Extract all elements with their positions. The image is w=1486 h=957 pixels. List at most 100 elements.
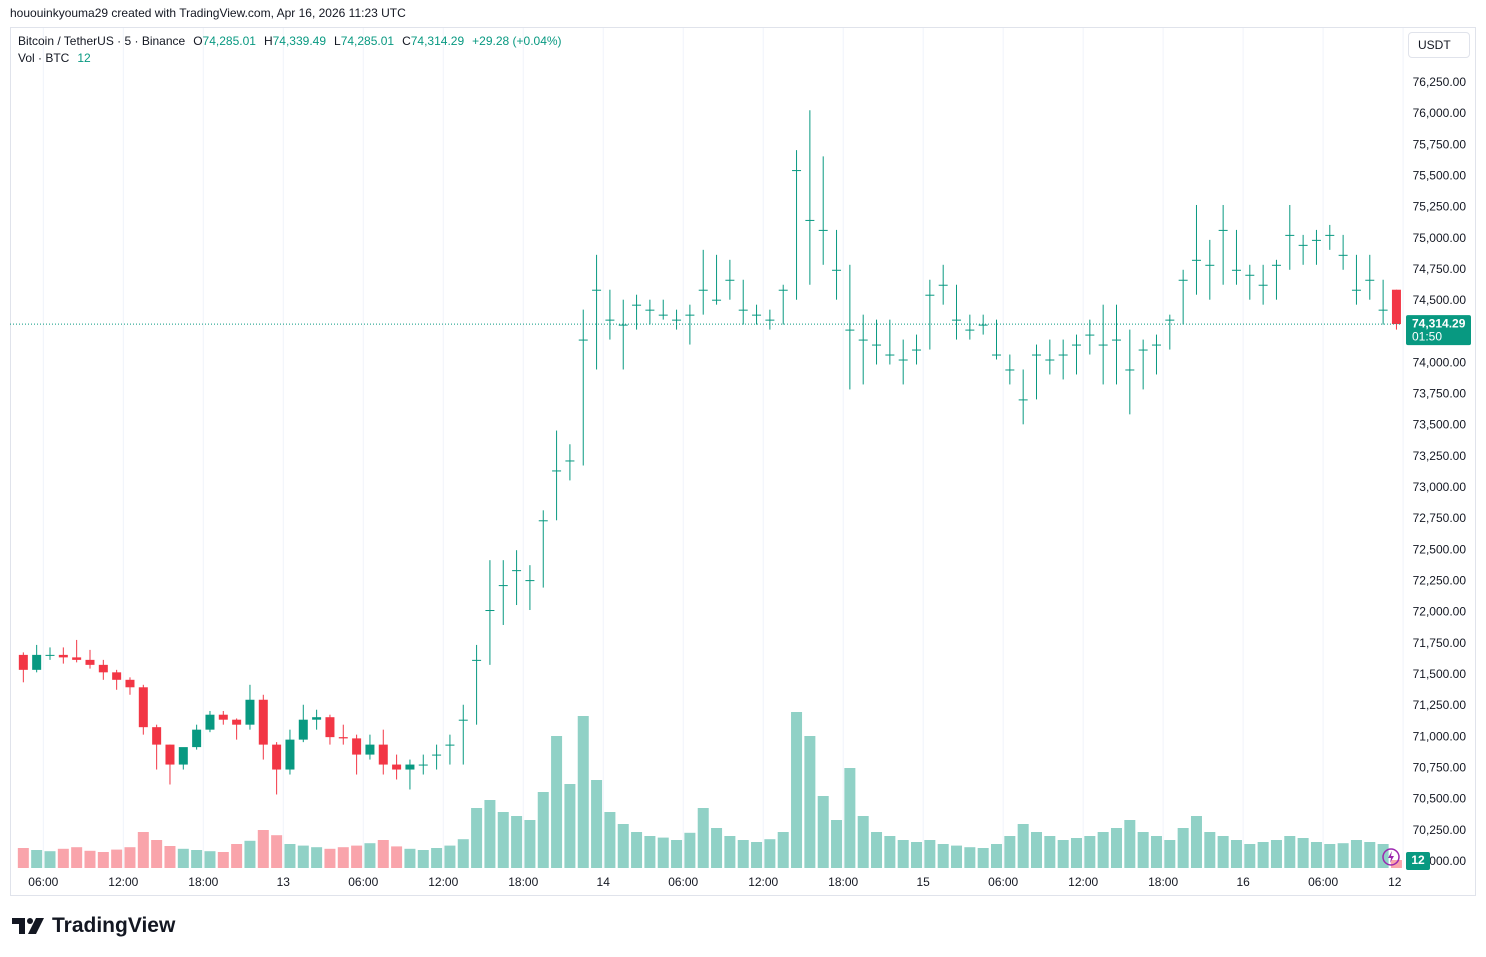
candle-body xyxy=(578,339,588,341)
volume-bar xyxy=(1177,828,1189,868)
volume-bar xyxy=(1270,840,1282,868)
y-tick-label: 76,000.00 xyxy=(1413,106,1467,120)
candle-body xyxy=(565,460,575,462)
candle-body xyxy=(272,744,282,770)
volume-bar xyxy=(697,808,709,868)
volume-bar xyxy=(151,840,163,868)
volume-bar xyxy=(1097,832,1109,868)
volume-bar xyxy=(644,836,656,868)
candle-body xyxy=(152,727,162,745)
volume-bar xyxy=(124,847,136,868)
volume-bar xyxy=(324,848,336,868)
volume-bar xyxy=(751,842,763,868)
last-price-box xyxy=(1406,315,1471,346)
candle-body xyxy=(978,324,988,326)
y-tick-label: 75,000.00 xyxy=(1413,231,1467,245)
x-tick-label: 18:00 xyxy=(828,875,858,889)
volume-bar xyxy=(871,832,883,868)
candle-body xyxy=(1205,264,1215,266)
volume-bar xyxy=(1204,832,1216,868)
volume-bar xyxy=(1057,840,1069,868)
x-tick-label: 18:00 xyxy=(1148,875,1178,889)
candle-body xyxy=(1085,334,1095,336)
volume-bar xyxy=(431,848,443,868)
volume-bar xyxy=(1044,836,1056,868)
candle-body xyxy=(552,470,562,472)
time-axis: 06:00 12:00 18:00 13 06:00 12:00 18:00 14 06:00 1… xyxy=(28,875,1402,889)
volume-bar xyxy=(791,712,803,868)
x-tick-label: 13 xyxy=(277,875,291,889)
volume-bar xyxy=(617,824,629,868)
currency-button[interactable]: USDT xyxy=(1408,32,1470,58)
symbol[interactable]: Bitcoin / TetherUS · 5 · Binance xyxy=(18,34,186,48)
candle-body xyxy=(525,580,535,582)
volume-bar xyxy=(577,716,589,868)
candle-body xyxy=(1285,234,1295,236)
candle-body xyxy=(1018,399,1028,401)
y-tick-label: 76,250.00 xyxy=(1413,75,1467,89)
x-tick-label: 12:00 xyxy=(108,875,138,889)
candle-body xyxy=(872,344,882,346)
candle-body xyxy=(765,319,775,321)
candle-body xyxy=(432,754,442,756)
candle-body xyxy=(165,744,175,765)
candle-body xyxy=(112,672,122,680)
volume-bar xyxy=(1190,816,1202,868)
candle-body xyxy=(192,729,202,748)
candle-body xyxy=(125,679,135,688)
volume-bar xyxy=(764,839,776,868)
legend-label: H xyxy=(263,34,273,48)
volume-bar xyxy=(1031,832,1043,868)
candle-body xyxy=(1045,359,1055,361)
volume-bar xyxy=(497,812,509,868)
candle-body xyxy=(98,664,108,673)
x-tick-label: 12:00 xyxy=(428,875,458,889)
logo-text: TradingView xyxy=(52,914,176,937)
x-tick-label: 06:00 xyxy=(348,875,378,889)
candle-body xyxy=(752,314,762,316)
candle-body xyxy=(658,314,668,316)
candle-body xyxy=(498,585,508,587)
candle-body xyxy=(1098,344,1108,346)
candle-body xyxy=(992,354,1002,356)
creator-line: hououinkyouma29 created with TradingView… xyxy=(10,6,406,20)
candle-body xyxy=(405,764,415,770)
volume-bar xyxy=(204,851,216,868)
candle-body xyxy=(925,294,935,296)
legend-value: 74,285.01 xyxy=(202,34,256,48)
volume-bar xyxy=(937,844,949,868)
x-tick-label: 12:00 xyxy=(1068,875,1098,889)
volume-bar xyxy=(1337,843,1349,868)
volume-label: Vol · BTC xyxy=(18,51,70,65)
volume-bar xyxy=(1217,836,1229,868)
y-tick-label: 71,500.00 xyxy=(1413,667,1467,681)
y-tick-label: 73,500.00 xyxy=(1413,418,1467,432)
candle-body xyxy=(538,520,548,522)
volume-bar xyxy=(297,845,309,868)
volume-bar xyxy=(977,848,989,868)
candle-body xyxy=(218,714,228,720)
candle-body xyxy=(845,329,855,331)
y-tick-label: 74,750.00 xyxy=(1413,262,1467,276)
volume-bar xyxy=(1084,836,1096,868)
candle-body xyxy=(1378,309,1388,311)
volume-bar xyxy=(231,844,243,868)
volume-bar xyxy=(657,837,669,868)
volume-bar xyxy=(271,835,283,868)
volume-bar xyxy=(857,816,869,868)
logo-icon xyxy=(12,918,44,934)
candle-body xyxy=(1071,344,1081,346)
volume-bar xyxy=(417,850,429,868)
volume-bar xyxy=(84,850,96,868)
volume-bar xyxy=(1310,842,1322,868)
volume-bar xyxy=(537,792,549,868)
volume-bar xyxy=(444,845,456,868)
volume-bar xyxy=(17,848,29,868)
candle-body xyxy=(818,229,828,231)
alert-icon[interactable] xyxy=(1382,848,1400,866)
grid xyxy=(42,28,1404,868)
volume-bar xyxy=(284,844,296,868)
volume-bar xyxy=(244,840,256,868)
volume-bar xyxy=(457,839,469,868)
